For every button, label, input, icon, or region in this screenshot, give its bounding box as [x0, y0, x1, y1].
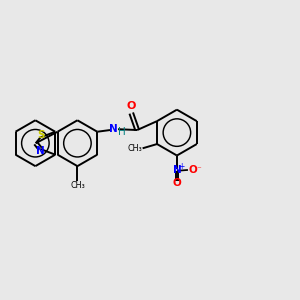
Text: N: N: [172, 165, 181, 175]
Text: N: N: [109, 124, 118, 134]
Text: O: O: [189, 165, 197, 175]
Text: CH₃: CH₃: [127, 144, 142, 153]
Text: O: O: [172, 178, 181, 188]
Text: CH₃: CH₃: [70, 181, 85, 190]
Text: +: +: [178, 162, 185, 171]
Text: ⁻: ⁻: [196, 166, 201, 175]
Text: S: S: [37, 130, 44, 140]
Text: N: N: [36, 146, 45, 156]
Text: O: O: [127, 100, 136, 110]
Text: H: H: [118, 127, 126, 137]
